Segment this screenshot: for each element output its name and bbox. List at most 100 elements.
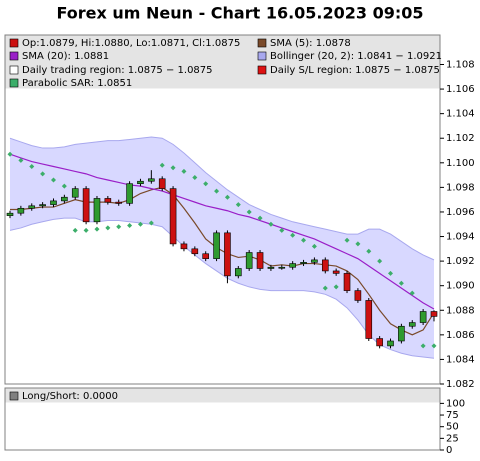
legend-swatch (9, 391, 19, 401)
sar-dot (214, 188, 220, 194)
bollinger-lower (9, 217, 435, 359)
sar-dot (181, 168, 187, 174)
sar-dot (18, 157, 24, 163)
sar-dot (322, 285, 328, 291)
sma-line (9, 153, 435, 310)
candle-body (169, 188, 177, 245)
y-tick-label: 1.092 (446, 256, 475, 267)
candle-body (245, 252, 253, 269)
sar-dot (311, 243, 317, 249)
candle-body (278, 266, 286, 269)
legend-box (5, 35, 440, 89)
y-tick-label: 1.084 (446, 354, 475, 365)
sar-dot (431, 343, 437, 349)
candle-body (289, 263, 296, 268)
candle-body (224, 232, 231, 277)
candle-body (235, 268, 242, 277)
sar-dot (279, 227, 285, 233)
bollinger-band (10, 136, 434, 359)
sar-dot (203, 181, 209, 187)
sar-dot (170, 165, 176, 171)
candle-body (343, 273, 351, 291)
sar-dot (137, 221, 143, 227)
candle-body (17, 207, 25, 214)
sar-dot (50, 177, 56, 183)
candle-body (93, 198, 101, 223)
y-tick-label: 25 (446, 433, 459, 444)
sar-dot (116, 224, 122, 230)
y-tick-label: 1.108 (446, 59, 475, 70)
sar-dot (290, 232, 296, 238)
y-tick-label: 1.090 (446, 281, 475, 292)
candle-body (376, 338, 383, 347)
legend-swatch (9, 51, 19, 61)
candle-body (365, 300, 373, 339)
candle-body (71, 188, 79, 198)
candle-body (354, 290, 362, 301)
y-tick-label: 50 (446, 422, 459, 433)
candle-body (50, 200, 57, 205)
candle-body (126, 183, 133, 204)
candle-body (256, 252, 264, 269)
legend-swatch (257, 51, 267, 61)
y-tick-label: 1.094 (446, 232, 475, 243)
chart-title: Forex um Neun - Chart 16.05.2023 09:05 (56, 4, 423, 23)
sar-dot (420, 343, 426, 349)
y-tick-label: 1.082 (446, 379, 475, 390)
candle-body (115, 201, 123, 204)
y-tick-label: 1.100 (446, 158, 475, 169)
sar-dot (398, 280, 404, 286)
legend-label: SMA (20): 1.0881 (22, 51, 109, 62)
sar-dot (388, 270, 394, 276)
sar-dot (268, 221, 274, 227)
candle-body (202, 253, 209, 259)
y-tick-label: 1.096 (446, 207, 475, 218)
y-tick-label: 1.098 (446, 182, 475, 193)
sar-dot (7, 151, 13, 157)
sar-dot (409, 290, 415, 296)
candle-body (300, 262, 307, 264)
candle-body (148, 178, 155, 182)
legend-label: SMA (5): 1.0878 (270, 38, 351, 49)
y-tick-label: 100 (446, 398, 465, 409)
legend-label: Parabolic SAR: 1.0851 (22, 78, 132, 89)
sar-dot (94, 226, 100, 232)
sar-dot (235, 202, 241, 208)
candle-body (398, 325, 405, 342)
candle-body (408, 322, 416, 327)
candle-body (267, 266, 275, 269)
sar-dot (192, 175, 198, 181)
candle-body (430, 311, 438, 317)
sar-dot (224, 194, 230, 200)
sar-dot (105, 225, 111, 231)
legend-swatch (257, 65, 267, 75)
candle-body (158, 178, 166, 189)
candle-body (61, 196, 68, 202)
sar-dot (344, 237, 350, 243)
sar-dot (40, 171, 46, 177)
sar-dot (159, 162, 165, 168)
y-tick-label: 1.104 (446, 109, 475, 120)
legend-label: Bollinger (20, 2): 1.0841 − 1.0921 (270, 51, 442, 62)
y-tick-label: 1.086 (446, 330, 475, 341)
legend-swatch (9, 78, 19, 88)
candle-body (213, 232, 220, 259)
sma-line (10, 186, 435, 336)
sar-dot (29, 163, 35, 169)
candle-body (191, 248, 199, 255)
sar-dot (246, 209, 252, 215)
candle-body (387, 340, 394, 347)
sar-dot (72, 227, 78, 233)
candle-body (104, 198, 112, 203)
y-tick-label: 1.102 (446, 133, 475, 144)
candle-body (39, 204, 46, 207)
legend-swatch (9, 38, 19, 48)
candle-body (82, 188, 90, 223)
y-tick-label: 1.088 (446, 305, 475, 316)
candle-body (6, 212, 14, 216)
sar-dot (257, 215, 263, 221)
legend-box (5, 388, 440, 403)
legend-label: Long/Short: 0.0000 (22, 391, 118, 402)
y-tick-label: 75 (446, 410, 459, 421)
